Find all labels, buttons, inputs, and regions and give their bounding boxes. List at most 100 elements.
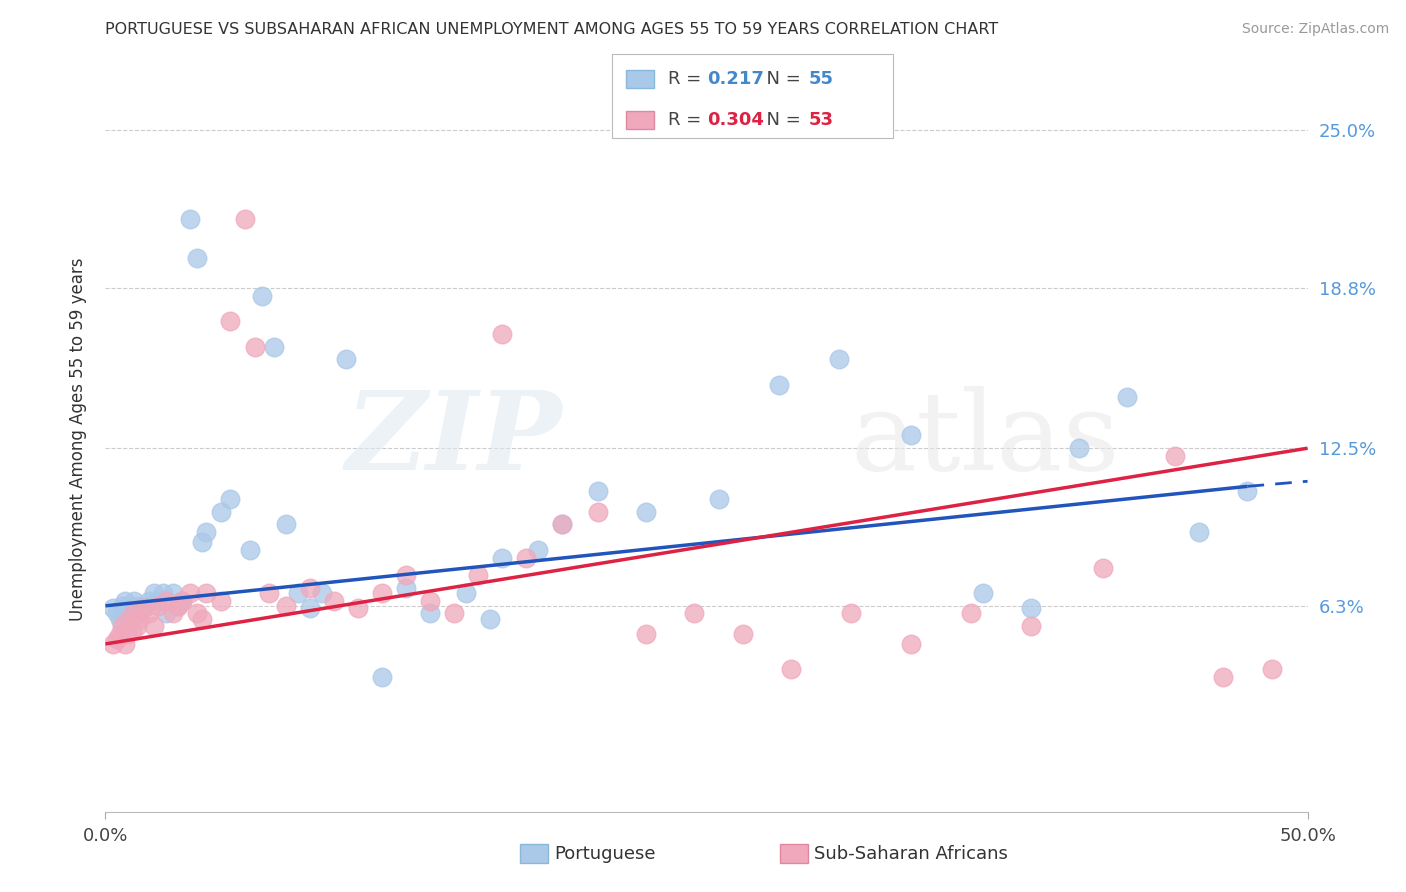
- Point: [287, 586, 309, 600]
- Point: [588, 484, 610, 499]
- Point: [839, 607, 862, 621]
- Point: [768, 377, 790, 392]
- Point: [124, 593, 146, 607]
- Point: [239, 542, 262, 557]
- Point: [335, 352, 357, 367]
- Point: [636, 505, 658, 519]
- Point: [121, 624, 143, 639]
- Text: 53: 53: [808, 111, 834, 128]
- Point: [190, 611, 212, 625]
- Point: [1260, 662, 1282, 676]
- Point: [118, 611, 141, 625]
- Point: [219, 314, 242, 328]
- Text: 55: 55: [808, 70, 834, 88]
- Point: [155, 607, 177, 621]
- Point: [636, 627, 658, 641]
- Point: [148, 593, 170, 607]
- Point: [371, 670, 394, 684]
- Point: [479, 611, 502, 625]
- Point: [683, 607, 706, 621]
- Point: [960, 607, 983, 621]
- Point: [125, 599, 148, 613]
- Point: [395, 581, 418, 595]
- Point: [166, 599, 188, 613]
- Point: [128, 607, 150, 621]
- Point: [515, 550, 537, 565]
- Point: [166, 599, 188, 613]
- Point: [779, 662, 801, 676]
- Point: [155, 593, 177, 607]
- Point: [900, 637, 922, 651]
- Point: [121, 601, 143, 615]
- Point: [195, 586, 218, 600]
- Point: [731, 627, 754, 641]
- Point: [179, 212, 201, 227]
- Point: [131, 601, 153, 615]
- Point: [900, 428, 922, 442]
- Point: [298, 581, 321, 595]
- Point: [371, 586, 394, 600]
- Text: Sub-Saharan Africans: Sub-Saharan Africans: [814, 845, 1008, 863]
- Point: [1019, 619, 1042, 633]
- Point: [419, 593, 441, 607]
- Point: [233, 212, 256, 227]
- Point: [107, 632, 129, 646]
- Point: [1019, 601, 1042, 615]
- Point: [311, 586, 333, 600]
- Point: [527, 542, 550, 557]
- Text: N =: N =: [755, 70, 807, 88]
- Point: [491, 326, 513, 341]
- Point: [114, 637, 136, 651]
- Point: [395, 568, 418, 582]
- Text: Source: ZipAtlas.com: Source: ZipAtlas.com: [1241, 22, 1389, 37]
- Text: ZIP: ZIP: [346, 385, 562, 493]
- Text: R =: R =: [668, 111, 707, 128]
- Point: [148, 599, 170, 613]
- Point: [162, 607, 184, 621]
- Point: [142, 619, 165, 633]
- Point: [195, 525, 218, 540]
- Point: [972, 586, 994, 600]
- Point: [467, 568, 489, 582]
- Point: [298, 601, 321, 615]
- Point: [419, 607, 441, 621]
- Point: [551, 517, 574, 532]
- Text: Portuguese: Portuguese: [554, 845, 655, 863]
- Point: [243, 339, 266, 353]
- Point: [107, 607, 129, 621]
- Point: [491, 550, 513, 565]
- Point: [250, 288, 273, 302]
- Point: [219, 491, 242, 506]
- Point: [125, 619, 148, 633]
- Point: [454, 586, 477, 600]
- Point: [209, 593, 232, 607]
- Point: [1164, 449, 1187, 463]
- Point: [186, 607, 208, 621]
- Point: [274, 517, 297, 532]
- Point: [186, 251, 208, 265]
- Point: [115, 627, 138, 641]
- Point: [443, 607, 465, 621]
- Point: [190, 535, 212, 549]
- Point: [118, 607, 141, 621]
- Point: [142, 586, 165, 600]
- Text: PORTUGUESE VS SUBSAHARAN AFRICAN UNEMPLOYMENT AMONG AGES 55 TO 59 YEARS CORRELAT: PORTUGUESE VS SUBSAHARAN AFRICAN UNEMPLO…: [105, 22, 998, 37]
- Point: [101, 601, 124, 615]
- Point: [1188, 525, 1211, 540]
- Point: [114, 593, 136, 607]
- Point: [1236, 484, 1258, 499]
- Point: [138, 593, 160, 607]
- Point: [132, 599, 155, 613]
- Point: [132, 601, 155, 615]
- Point: [322, 593, 344, 607]
- Point: [111, 619, 134, 633]
- Point: [1069, 441, 1091, 455]
- Point: [128, 611, 150, 625]
- Point: [588, 505, 610, 519]
- Point: [347, 601, 370, 615]
- Y-axis label: Unemployment Among Ages 55 to 59 years: Unemployment Among Ages 55 to 59 years: [69, 258, 87, 621]
- Point: [179, 586, 201, 600]
- Point: [707, 491, 730, 506]
- Point: [1116, 390, 1139, 404]
- Point: [263, 339, 285, 353]
